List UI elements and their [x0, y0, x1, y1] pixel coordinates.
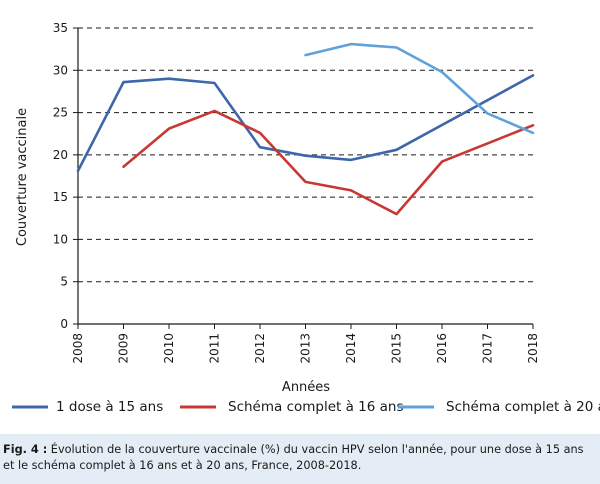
caption-area: Fig. 4 : Évolution de la couverture vacc…	[0, 434, 600, 484]
axes	[73, 27, 534, 329]
series-lines	[76, 42, 535, 216]
x-tick-label: 2012	[253, 333, 267, 364]
y-tick-label: 35	[53, 21, 68, 35]
y-tick-label: 0	[60, 317, 68, 331]
legend-label-3: Schéma complet à 20 ans	[446, 399, 600, 415]
x-axis-title: Années	[282, 380, 330, 395]
x-tick-label: 2015	[390, 333, 404, 364]
line-chart: 0 5 10 15 20 25 30 35 2008 2009 2010 2011 2012 2013 20…	[12, 21, 600, 415]
gridlines	[78, 27, 533, 283]
x-tick-label: 2016	[435, 333, 449, 364]
y-tick-label: 25	[53, 106, 68, 120]
y-tick-label: 10	[53, 232, 68, 246]
y-axis-title: Couverture vaccinale	[15, 108, 30, 246]
x-tick-label: 2018	[526, 333, 540, 364]
y-tick-label: 15	[53, 190, 68, 204]
x-tick-label: 2017	[481, 333, 495, 364]
x-tick-label: 2011	[208, 333, 222, 364]
x-tick-label: 2013	[299, 333, 313, 364]
series-line-1	[76, 74, 535, 173]
series-line-3	[304, 42, 535, 135]
caption-label: Fig. 4 :	[3, 443, 48, 456]
y-tick-label: 20	[53, 148, 68, 162]
x-tick-label: 2009	[117, 333, 131, 364]
series-line-2	[122, 109, 535, 216]
legend-label-2: Schéma complet à 16 ans	[228, 399, 404, 415]
legend: 1 dose à 15 ans Schéma complet à 16 ans Sc…	[12, 399, 600, 415]
figure-caption: Fig. 4 : Évolution de la couverture vacc…	[3, 442, 597, 474]
chart-panel: 0 5 10 15 20 25 30 35 2008 2009 2010 2011 2012 2013 20…	[12, 21, 600, 415]
x-tick-label: 2014	[344, 333, 358, 364]
x-tick-label: 2010	[162, 333, 176, 364]
y-tick-label: 5	[60, 275, 68, 289]
y-tick-label: 30	[53, 63, 68, 77]
caption-text: Évolution de la couverture vaccinale (%)…	[3, 443, 584, 472]
x-tick-label: 2008	[71, 333, 85, 364]
legend-label-1: 1 dose à 15 ans	[56, 399, 163, 415]
tick-labels: 0 5 10 15 20 25 30 35 2008 2009 2010 2011 2012 2013 20…	[53, 21, 540, 364]
